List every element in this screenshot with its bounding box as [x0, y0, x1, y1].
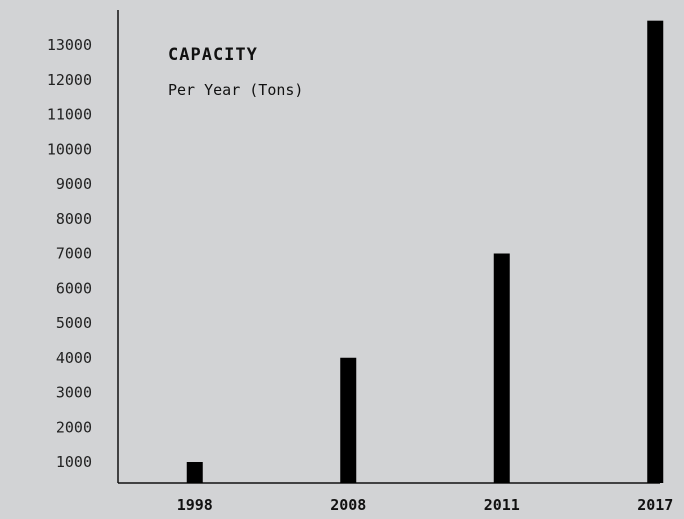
x-axis-ticks: 1998 2008 2011 2017: [177, 496, 674, 514]
bar-2017: [647, 20, 664, 484]
x-tick-label: 1998: [177, 496, 213, 514]
y-axis-ticks: 1000 2000 3000 4000 5000 6000 7000 8000 9000 1000…: [47, 36, 92, 471]
y-tick-label: 12000: [47, 71, 92, 89]
chart-title: CAPACITY: [168, 45, 258, 65]
y-tick-label: 3000: [56, 384, 92, 402]
bars: [186, 20, 664, 484]
y-tick-label: 10000: [47, 140, 92, 158]
chart-subtitle: Per Year (Tons): [168, 81, 303, 99]
bar-2011: [493, 253, 510, 483]
y-tick-label: 11000: [47, 106, 92, 124]
y-tick-label: 7000: [56, 245, 92, 263]
x-tick-label: 2017: [637, 496, 673, 514]
bar-1998: [186, 462, 203, 483]
x-tick-label: 2011: [484, 496, 520, 514]
y-tick-label: 1000: [56, 453, 92, 471]
y-tick-label: 9000: [56, 175, 92, 193]
y-tick-label: 6000: [56, 279, 92, 297]
bar-2008: [340, 357, 357, 483]
y-tick-label: 5000: [56, 314, 92, 332]
y-tick-label: 8000: [56, 210, 92, 228]
plot-area: 1000 2000 3000 4000 5000 6000 7000 8000 9000 1000…: [47, 10, 673, 514]
x-tick-label: 2008: [330, 496, 366, 514]
y-tick-label: 4000: [56, 349, 92, 367]
y-tick-label: 2000: [56, 418, 92, 436]
y-tick-label: 13000: [47, 36, 92, 54]
